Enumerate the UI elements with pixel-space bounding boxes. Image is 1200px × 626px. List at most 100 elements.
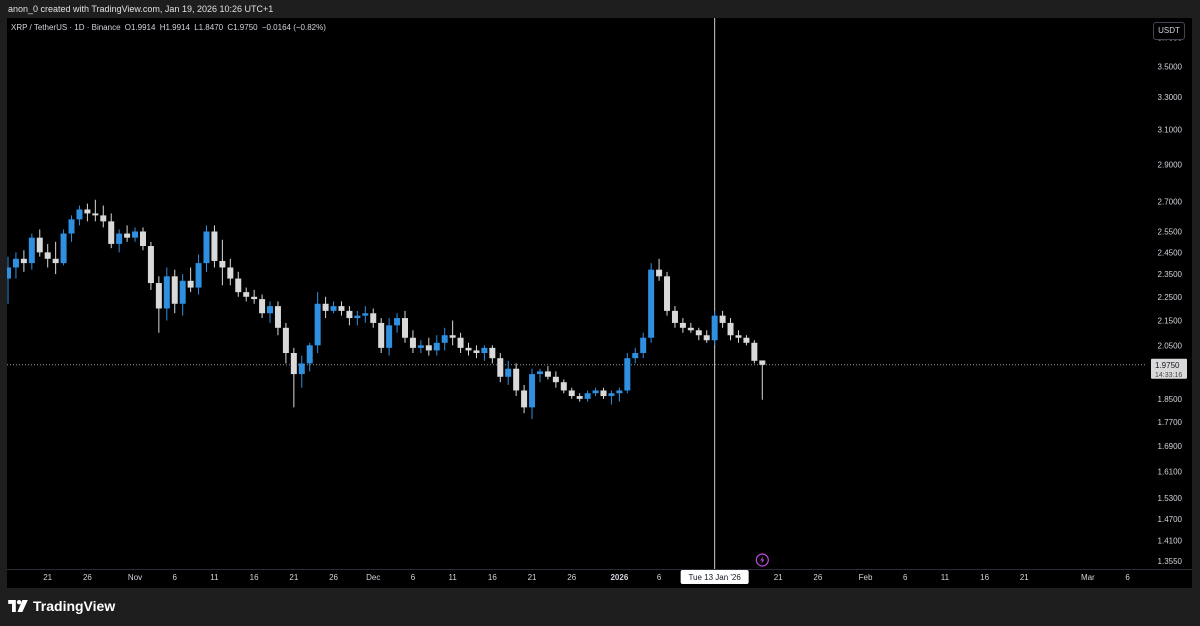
lightning-event-icon[interactable]	[755, 553, 769, 567]
candle-body[interactable]	[7, 267, 11, 279]
candle-body[interactable]	[632, 353, 639, 359]
candle-body[interactable]	[211, 231, 218, 261]
candle-body[interactable]	[52, 258, 59, 264]
candle-body[interactable]	[362, 313, 369, 316]
candle-body[interactable]	[552, 376, 559, 383]
candle-body[interactable]	[402, 318, 408, 338]
candle-body[interactable]	[227, 267, 234, 279]
candle-body[interactable]	[251, 296, 258, 300]
candle-body[interactable]	[314, 303, 321, 346]
candle-body[interactable]	[671, 310, 678, 323]
candle-body[interactable]	[171, 276, 178, 304]
candle-body[interactable]	[155, 283, 162, 309]
candle-body[interactable]	[711, 315, 718, 341]
candle-body[interactable]	[116, 233, 123, 244]
candle-body[interactable]	[124, 233, 131, 238]
candle-body[interactable]	[267, 306, 274, 314]
candle-body[interactable]	[727, 322, 734, 336]
candle-body[interactable]	[417, 345, 424, 348]
candle-body[interactable]	[179, 280, 186, 304]
candle-body[interactable]	[695, 330, 702, 336]
legend-symbol[interactable]: XRP / TetherUS · 1D · Binance	[11, 23, 121, 32]
candle-body[interactable]	[433, 342, 440, 351]
candle-body[interactable]	[600, 390, 607, 397]
candle-body[interactable]	[608, 393, 615, 397]
candle-body[interactable]	[497, 358, 504, 377]
candle-body[interactable]	[465, 347, 472, 351]
candle-body[interactable]	[409, 337, 416, 348]
candle-body[interactable]	[108, 221, 115, 244]
candle-body[interactable]	[751, 342, 758, 361]
candle-body[interactable]	[648, 269, 655, 338]
candle-body[interactable]	[84, 209, 91, 214]
candle-body[interactable]	[44, 252, 51, 259]
candle-body[interactable]	[76, 209, 83, 220]
candle-body[interactable]	[521, 390, 528, 408]
candle-body[interactable]	[370, 313, 377, 323]
candle-body[interactable]	[457, 337, 464, 348]
candle-body[interactable]	[473, 350, 480, 354]
candle-body[interactable]	[92, 213, 99, 216]
currency-button[interactable]: USDT	[1153, 22, 1185, 40]
candle-body[interactable]	[378, 322, 385, 348]
candle-body[interactable]	[259, 299, 266, 314]
candle-body[interactable]	[656, 269, 663, 277]
candle-body[interactable]	[687, 327, 694, 331]
candle-body[interactable]	[568, 390, 575, 397]
candle-body[interactable]	[147, 246, 154, 284]
candle-body[interactable]	[243, 292, 250, 297]
candle-body[interactable]	[560, 382, 567, 391]
candle-body[interactable]	[187, 280, 194, 288]
candle-body[interactable]	[719, 315, 726, 323]
candle-body[interactable]	[139, 231, 146, 247]
candle-body[interactable]	[616, 390, 623, 394]
chart-area[interactable]: 3.70003.50003.30003.10002.90002.70002.55…	[7, 18, 1192, 588]
candle-body[interactable]	[703, 335, 710, 341]
candle-body[interactable]	[274, 306, 281, 328]
candle-body[interactable]	[624, 358, 631, 391]
candle-body[interactable]	[290, 353, 297, 375]
candle-body[interactable]	[163, 276, 170, 309]
candle-body[interactable]	[513, 368, 520, 391]
candle-body[interactable]	[640, 337, 647, 354]
candlestick-chart[interactable]: 3.70003.50003.30003.10002.90002.70002.55…	[7, 18, 1192, 588]
candle-body[interactable]	[481, 347, 488, 354]
candle-body[interactable]	[679, 322, 686, 328]
candle-body[interactable]	[592, 390, 599, 394]
candle-body[interactable]	[743, 337, 750, 343]
candle-body[interactable]	[735, 335, 742, 338]
candle-body[interactable]	[282, 327, 289, 354]
candle-body[interactable]	[195, 263, 202, 288]
candle-body[interactable]	[306, 345, 313, 364]
candle-body[interactable]	[529, 374, 536, 408]
candle-body[interactable]	[449, 335, 456, 338]
candle-body[interactable]	[544, 371, 551, 377]
candle-body[interactable]	[68, 219, 75, 234]
candle-body[interactable]	[664, 276, 671, 311]
candle-body[interactable]	[489, 347, 496, 359]
candle-body[interactable]	[330, 306, 337, 311]
candle-body[interactable]	[505, 368, 512, 377]
candle-body[interactable]	[536, 371, 543, 375]
candle-body[interactable]	[36, 237, 43, 253]
candle-body[interactable]	[576, 396, 583, 399]
candle-body[interactable]	[132, 231, 139, 238]
candle-body[interactable]	[346, 310, 353, 319]
candle-body[interactable]	[386, 325, 393, 348]
candle-body[interactable]	[759, 360, 766, 365]
candle-body[interactable]	[322, 303, 329, 311]
candle-body[interactable]	[354, 315, 361, 319]
candle-body[interactable]	[219, 260, 226, 268]
candle-body[interactable]	[100, 215, 107, 222]
candle-body[interactable]	[12, 258, 19, 268]
candle-body[interactable]	[60, 233, 67, 264]
candle-body[interactable]	[20, 258, 27, 264]
candle-body[interactable]	[298, 363, 305, 375]
candle-body[interactable]	[338, 306, 345, 311]
candle-body[interactable]	[235, 278, 242, 293]
candle-body[interactable]	[425, 345, 432, 351]
candle-body[interactable]	[203, 231, 210, 264]
candle-body[interactable]	[584, 393, 591, 399]
candle-body[interactable]	[394, 318, 401, 326]
candle-body[interactable]	[441, 335, 448, 343]
